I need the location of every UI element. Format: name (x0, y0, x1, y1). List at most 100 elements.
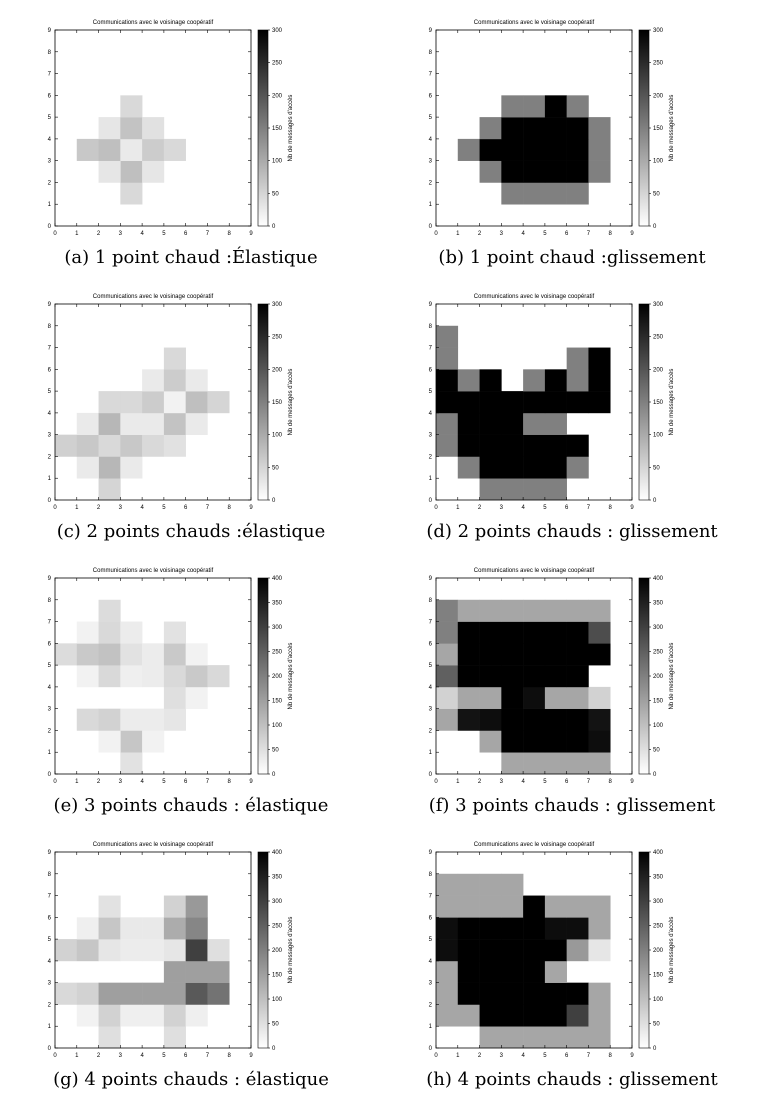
colorbar-tick-label: 200 (272, 367, 283, 373)
heatmap-cell (479, 478, 502, 501)
x-tick-label: 7 (206, 231, 210, 237)
heatmap-cell (98, 708, 121, 731)
x-tick-label: 1 (456, 779, 460, 785)
y-tick-label: 3 (48, 433, 52, 439)
colorbar-label: Nb de messages d'accès (288, 369, 294, 436)
y-tick-label: 0 (429, 498, 433, 504)
x-tick-label: 9 (249, 779, 253, 785)
colorbar-tick-label: 300 (272, 899, 283, 905)
heatmap-cell (436, 347, 459, 370)
heatmap-cell (76, 434, 99, 457)
x-tick-label: 5 (543, 231, 547, 237)
y-tick-label: 9 (48, 850, 52, 856)
y-tick-label: 0 (48, 772, 52, 778)
heatmap-cell (566, 982, 589, 1005)
heatmap-cell (479, 412, 502, 435)
heatmap-cell (98, 1026, 121, 1049)
x-tick-label: 2 (478, 1053, 482, 1059)
heatmap-cell (523, 478, 546, 501)
heatmap-panel: Communications avec le voisinage coopéra… (381, 548, 763, 822)
heatmap-cell (588, 1004, 611, 1027)
heatmap-cell (544, 369, 567, 392)
y-tick-label: 7 (48, 620, 52, 626)
x-tick-label: 5 (162, 505, 166, 511)
y-tick-label: 3 (48, 981, 52, 987)
y-tick-label: 8 (429, 872, 433, 878)
x-tick-label: 9 (630, 231, 634, 237)
heatmap-cell (544, 478, 567, 501)
heatmap-cell (142, 369, 165, 392)
heatmap-cell (588, 369, 611, 392)
heatmap-cell (501, 95, 524, 118)
heatmap-cell (501, 599, 524, 622)
heatmap-cell (501, 478, 524, 501)
colorbar-tick-label: 100 (653, 723, 664, 729)
heatmap-cell (142, 708, 165, 731)
y-tick-label: 2 (429, 728, 433, 734)
heatmap-cell (566, 686, 589, 709)
heatmap-cell (98, 895, 121, 918)
colorbar-tick-label: 200 (272, 674, 283, 680)
plot-frame (435, 29, 633, 227)
colorbar (638, 303, 650, 501)
subfigure-caption: (h) 4 points chauds : glissement (426, 1069, 718, 1090)
heatmap-cell (163, 895, 186, 918)
chart-title: Communications avec le voisinage coopéra… (474, 568, 595, 574)
x-tick-label: 4 (521, 505, 525, 511)
heatmap-cell (523, 117, 546, 140)
heatmap-cell (501, 895, 524, 918)
colorbar-tick-label: 50 (272, 1022, 279, 1028)
heatmap-cell (163, 621, 186, 644)
x-tick-label: 6 (565, 1053, 569, 1059)
y-tick-label: 9 (429, 28, 433, 34)
heatmap-cell (436, 939, 459, 962)
heatmap-cell (588, 895, 611, 918)
heatmap-svg: Communications avec le voisinage coopéra… (429, 842, 675, 1059)
colorbar-tick-label: 0 (272, 498, 276, 504)
heatmap-cell (501, 752, 524, 775)
x-tick-label: 5 (162, 779, 166, 785)
y-tick-label: 9 (429, 576, 433, 582)
y-tick-label: 5 (429, 389, 433, 395)
colorbar-tick-label: 400 (272, 576, 283, 582)
heatmap-cell (544, 456, 567, 479)
x-tick-label: 3 (500, 1053, 504, 1059)
heatmap-cell (185, 369, 208, 392)
heatmap-cell (457, 686, 480, 709)
colorbar-tick-label: 0 (272, 224, 276, 230)
colorbar-tick-label: 300 (653, 899, 664, 905)
heatmap-cell (588, 347, 611, 370)
heatmap-cell (588, 939, 611, 962)
heatmap-cell (98, 412, 121, 435)
colorbar-tick-label: 50 (653, 1022, 660, 1028)
heatmap-cell (163, 434, 186, 457)
y-tick-label: 4 (429, 411, 433, 417)
x-tick-label: 6 (565, 231, 569, 237)
plot-frame (435, 303, 633, 501)
colorbar-tick-label: 300 (653, 625, 664, 631)
x-tick-label: 0 (53, 779, 57, 785)
x-tick-label: 6 (565, 779, 569, 785)
x-tick-label: 1 (75, 505, 79, 511)
y-tick-label: 8 (48, 598, 52, 604)
y-tick-label: 4 (429, 137, 433, 143)
heatmap-cell (163, 686, 186, 709)
x-tick-label: 9 (630, 1053, 634, 1059)
heatmap-cell (479, 456, 502, 479)
heatmap-cell (120, 412, 143, 435)
y-tick-label: 7 (48, 346, 52, 352)
heatmap-cell (98, 391, 121, 414)
heatmap-cell (457, 621, 480, 644)
colorbar-tick-label: 50 (272, 191, 279, 197)
heatmap-cell (566, 117, 589, 140)
heatmap-cell (55, 982, 78, 1005)
heatmap-cell (566, 95, 589, 118)
y-tick-label: 7 (429, 894, 433, 900)
heatmap-cell (501, 391, 524, 414)
heatmap-cell (501, 730, 524, 753)
colorbar-tick-label: 100 (653, 997, 664, 1003)
colorbar-tick-label: 50 (272, 465, 279, 471)
y-tick-label: 6 (48, 367, 52, 373)
heatmap-cell (142, 982, 165, 1005)
heatmap-cell (457, 873, 480, 896)
